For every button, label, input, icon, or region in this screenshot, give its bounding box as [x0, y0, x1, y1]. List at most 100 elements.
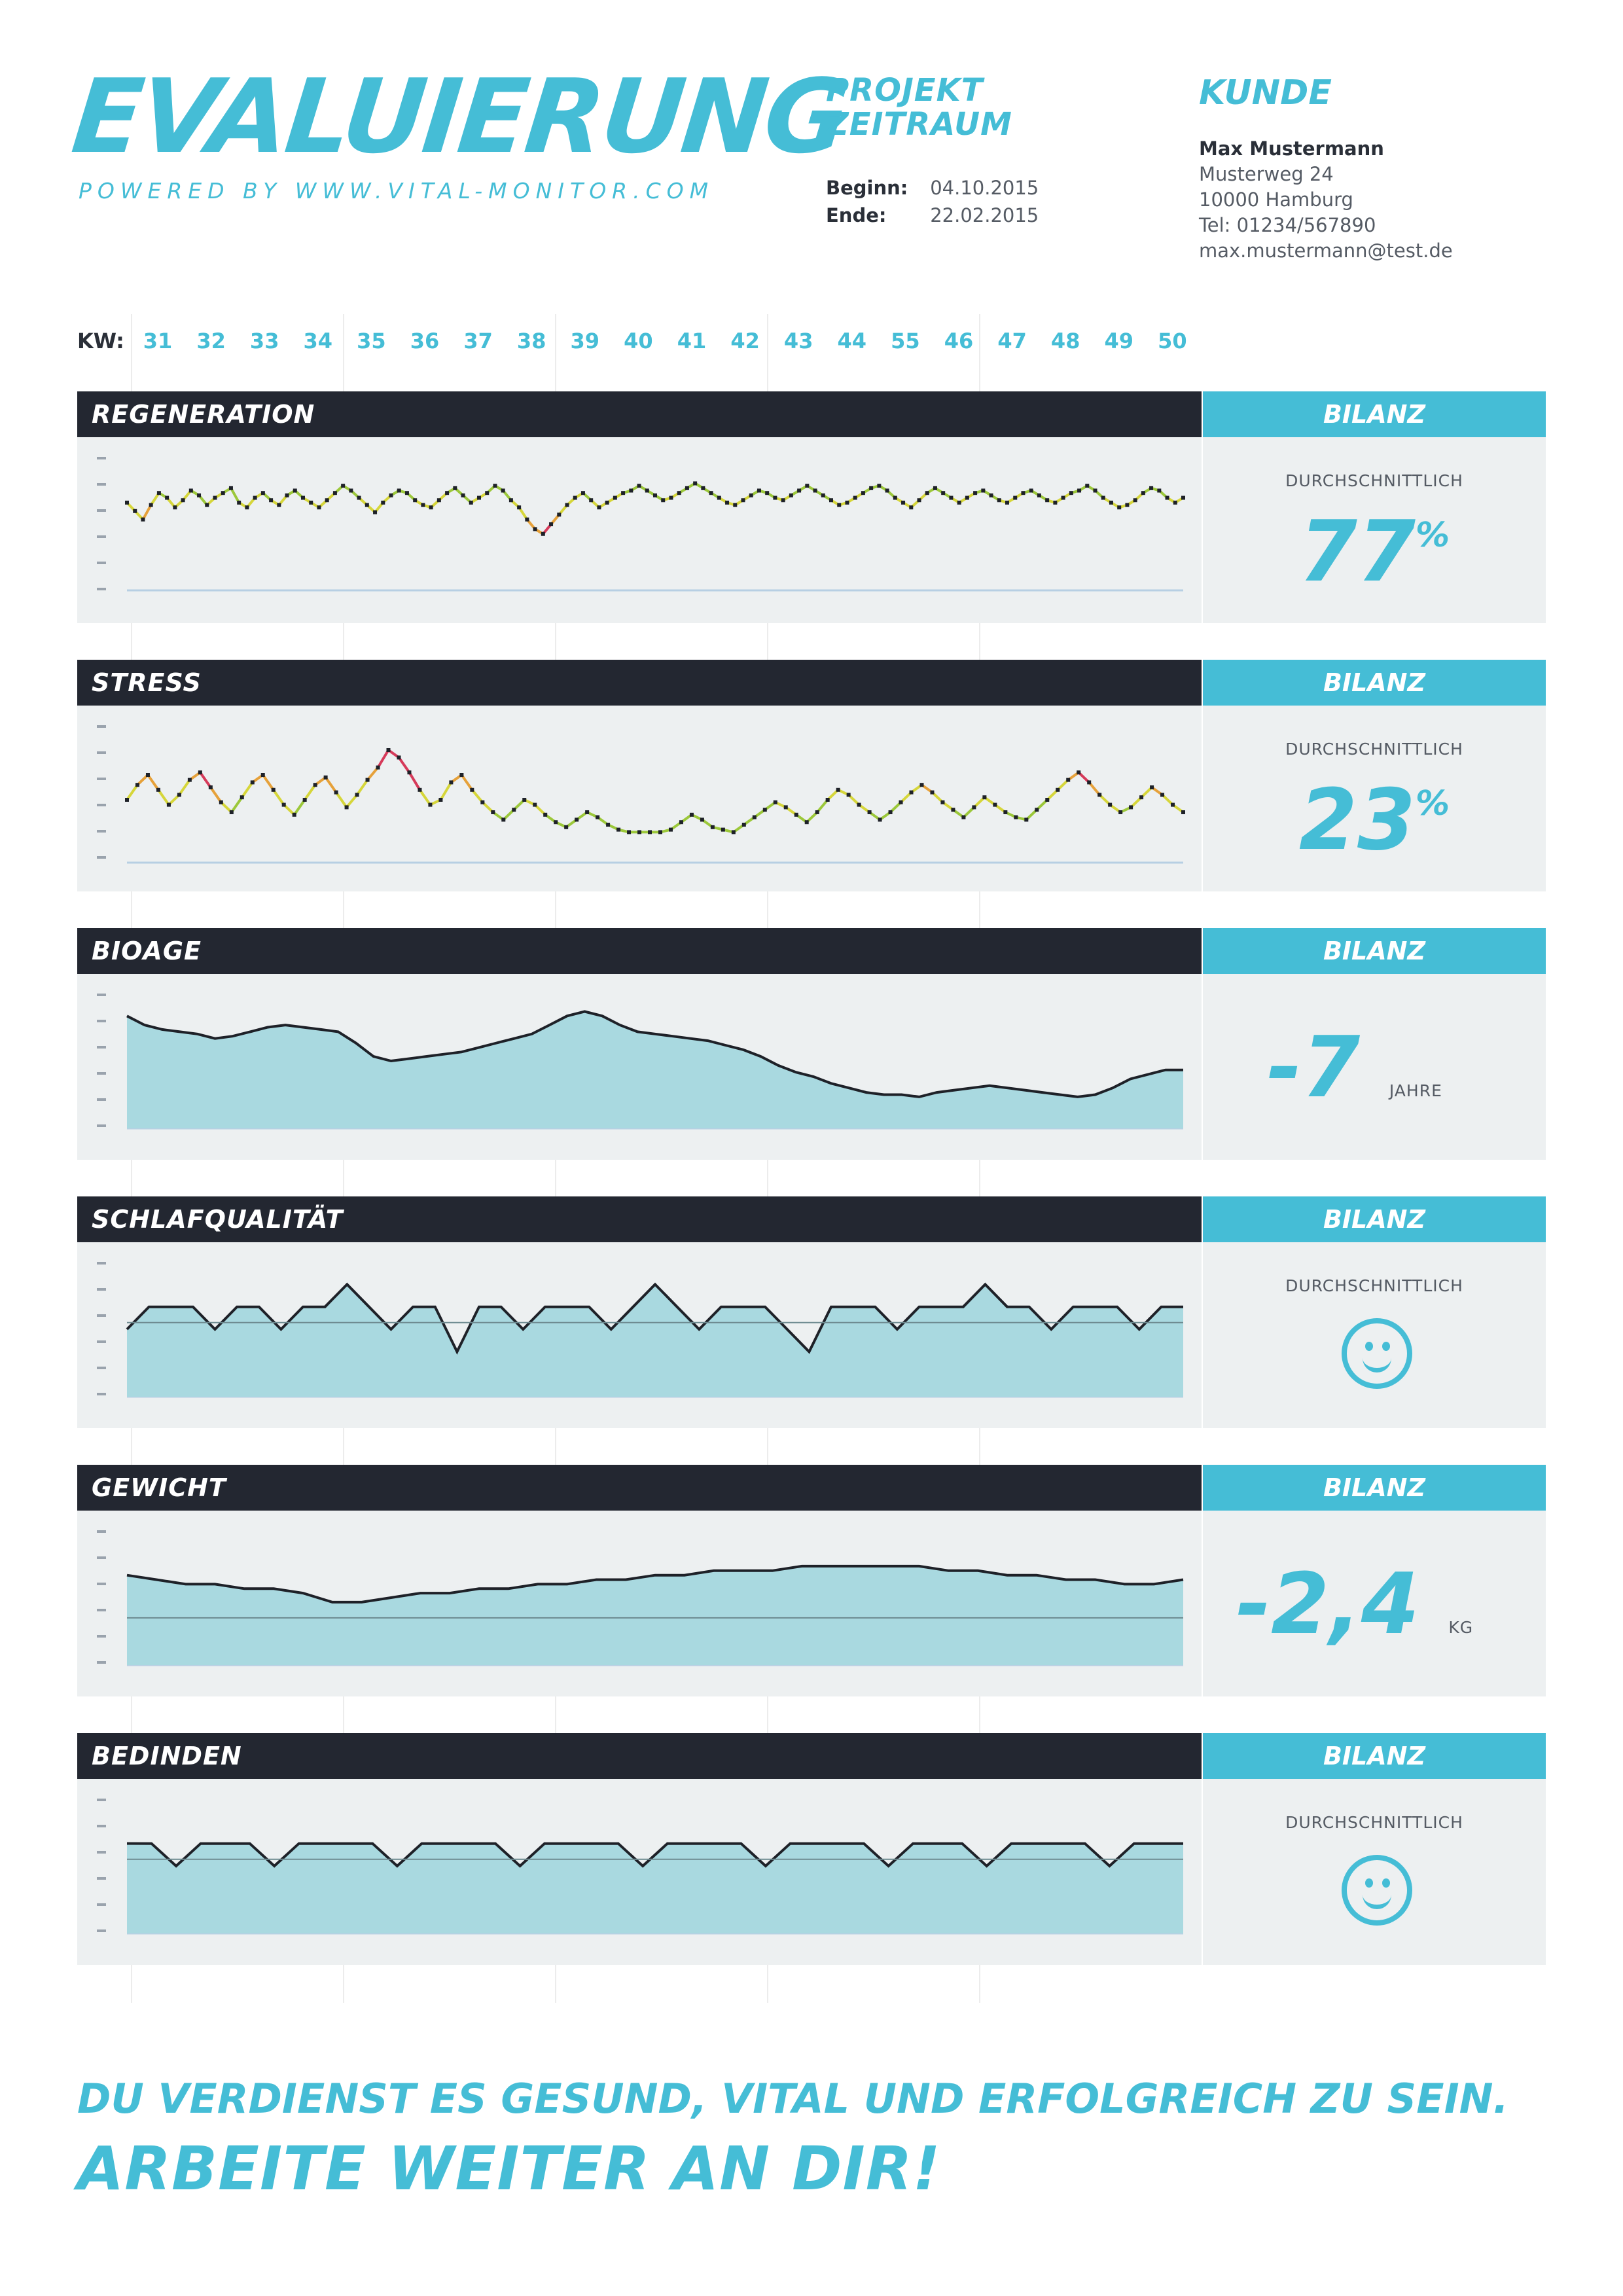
- data-point: [677, 491, 681, 495]
- bilanz-header: BILANZ: [1203, 391, 1546, 437]
- y-tick: [97, 1583, 106, 1585]
- y-tick: [97, 535, 106, 538]
- data-point: [700, 817, 704, 822]
- data-point: [1056, 787, 1060, 792]
- data-point: [821, 493, 825, 497]
- begin-label: Beginn:: [826, 177, 908, 199]
- y-tick: [97, 1393, 106, 1395]
- data-point: [749, 493, 753, 497]
- data-point: [949, 495, 954, 500]
- y-tick: [97, 1288, 106, 1291]
- data-point: [933, 486, 937, 490]
- data-point: [940, 800, 945, 804]
- data-point: [125, 500, 129, 505]
- kw-week: 39: [570, 329, 600, 353]
- data-point: [557, 512, 562, 517]
- stress-chart: [77, 706, 1202, 891]
- data-point: [804, 820, 809, 825]
- powered-by[interactable]: POWERED BY WWW.VITAL-MONITOR.COM: [79, 178, 715, 204]
- y-tick: [97, 1262, 106, 1265]
- y-tick: [97, 1046, 106, 1049]
- data-point: [805, 484, 810, 488]
- data-point: [325, 498, 329, 503]
- y-tick: [97, 457, 106, 459]
- data-point: [1061, 495, 1065, 500]
- data-point: [973, 491, 978, 495]
- data-segment: [150, 492, 160, 506]
- data-point: [317, 505, 321, 510]
- data-point: [1085, 484, 1090, 488]
- data-segment: [324, 776, 338, 793]
- kw-week: 40: [624, 329, 653, 353]
- bilanz-unit: JAHRE: [1389, 1081, 1442, 1100]
- data-point: [334, 790, 338, 795]
- data-point: [292, 812, 296, 817]
- data-point: [829, 498, 833, 503]
- bilanz-number: -7: [1267, 1019, 1361, 1117]
- data-segment: [376, 749, 390, 768]
- data-point: [762, 808, 767, 812]
- schlafqualitaet-chart: [77, 1242, 1202, 1428]
- kw-week: 34: [303, 329, 333, 353]
- data-point: [951, 808, 955, 812]
- bilanz-header: BILANZ: [1203, 928, 1546, 974]
- data-segment: [272, 789, 285, 806]
- data-point: [491, 810, 495, 814]
- section-title: BIOAGE: [77, 928, 1202, 974]
- data-point: [323, 775, 328, 780]
- data-point: [597, 505, 601, 510]
- data-segment: [230, 487, 240, 503]
- section-title: SCHLAFQUALITÄT: [77, 1196, 1202, 1242]
- data-point: [165, 495, 169, 500]
- data-point: [710, 825, 715, 829]
- data-point: [878, 817, 882, 822]
- data-point: [293, 488, 297, 493]
- data-point: [813, 488, 817, 493]
- data-point: [187, 778, 192, 782]
- customer-city: 10000 Hamburg: [1199, 188, 1353, 211]
- bilanz-header: BILANZ: [1203, 1465, 1546, 1511]
- kw-week: 31: [143, 329, 173, 353]
- data-point: [794, 812, 798, 817]
- bedinden-chart: [77, 1779, 1202, 1965]
- data-point: [941, 491, 946, 495]
- data-point: [522, 798, 527, 802]
- data-point: [815, 810, 819, 814]
- data-point: [181, 498, 185, 503]
- kw-week: 44: [837, 329, 867, 353]
- data-point: [341, 484, 346, 488]
- area-fill: [127, 1011, 1183, 1128]
- y-tick: [97, 804, 106, 806]
- kw-week: 33: [249, 329, 279, 353]
- data-point: [564, 825, 569, 829]
- customer-email[interactable]: max.mustermann@test.de: [1199, 240, 1453, 262]
- data-point: [658, 830, 662, 834]
- average-label: DURCHSCHNITTLICH: [1285, 1813, 1463, 1832]
- end-row: Ende: 22.02.2015: [826, 202, 1039, 229]
- bilanz-number: 23: [1298, 772, 1416, 869]
- data-segment: [157, 789, 170, 806]
- data-point: [1035, 808, 1039, 812]
- data-point: [1125, 503, 1130, 507]
- average-label: DURCHSCHNITTLICH: [1285, 740, 1463, 759]
- data-point: [668, 827, 673, 832]
- data-point: [166, 802, 171, 807]
- bilanz-number: -2,4: [1236, 1556, 1419, 1653]
- data-segment: [408, 772, 421, 791]
- y-tick: [97, 1124, 106, 1127]
- data-point: [1014, 815, 1018, 819]
- y-tick: [97, 483, 106, 486]
- data-point: [637, 830, 642, 834]
- data-point: [413, 498, 418, 503]
- data-point: [344, 805, 349, 810]
- kw-week: 42: [730, 329, 760, 353]
- data-point: [301, 495, 305, 500]
- data-point: [355, 793, 359, 797]
- data-point: [332, 491, 337, 495]
- data-point: [653, 493, 657, 497]
- data-point: [648, 830, 652, 834]
- bilanz-value: -2,4 KG: [1183, 1563, 1526, 1647]
- data-point: [613, 495, 617, 500]
- begin-row: Beginn: 04.10.2015: [826, 174, 1039, 202]
- data-point: [565, 503, 569, 507]
